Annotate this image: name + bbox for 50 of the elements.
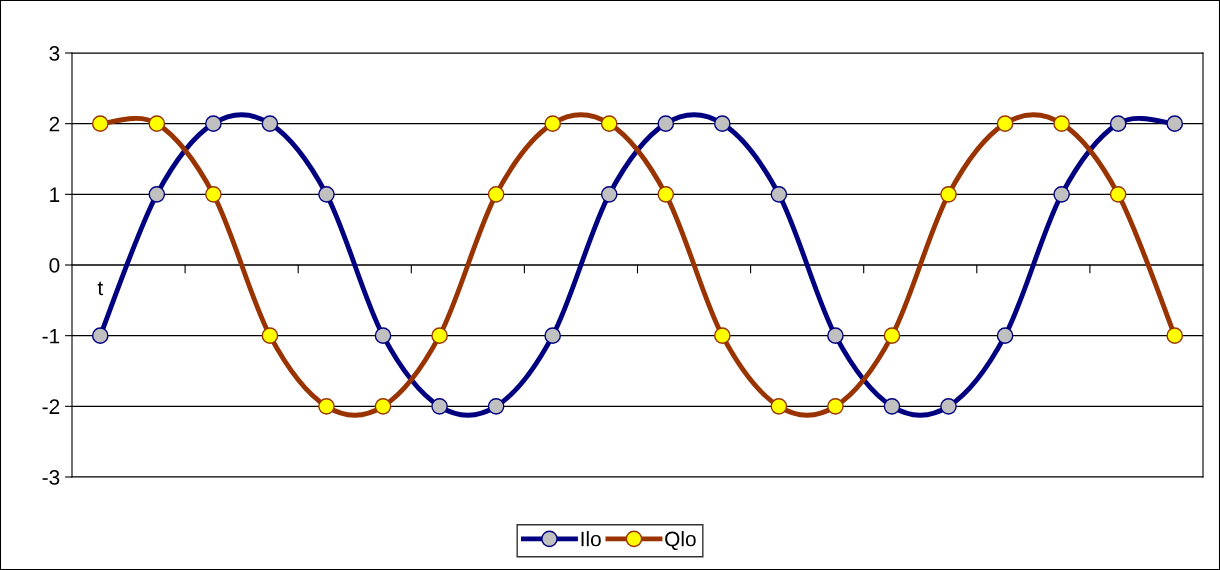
y-tick-label: 3 <box>49 46 60 61</box>
point <box>883 397 901 415</box>
point <box>544 327 562 345</box>
y-tick-label: 1 <box>50 187 60 202</box>
annotation: t <box>97 281 104 296</box>
point <box>827 327 844 345</box>
point <box>996 115 1014 133</box>
point <box>431 397 448 415</box>
point <box>487 397 505 415</box>
point <box>1053 185 1070 203</box>
point <box>261 115 279 133</box>
point <box>657 115 675 133</box>
point <box>148 115 166 133</box>
point <box>91 327 109 345</box>
y-tick-label: -2 <box>42 399 60 414</box>
point <box>91 115 109 133</box>
point <box>940 185 957 203</box>
point <box>1109 185 1127 203</box>
point <box>1166 115 1184 133</box>
y-tick-label: 0 <box>49 258 60 273</box>
point <box>770 185 788 203</box>
point <box>600 185 618 203</box>
point <box>374 397 392 415</box>
point <box>713 115 731 133</box>
point <box>883 327 901 345</box>
point <box>600 115 618 133</box>
point <box>205 185 222 203</box>
y-tick-label: 2 <box>49 116 60 132</box>
point <box>827 397 844 415</box>
point <box>940 397 957 415</box>
legend-label: Ilo <box>581 531 601 547</box>
point <box>205 115 222 133</box>
point <box>487 185 505 203</box>
legend-label: Qlo <box>665 531 696 551</box>
point <box>1053 115 1070 133</box>
point <box>261 327 279 345</box>
point <box>770 397 788 415</box>
point <box>1109 115 1127 133</box>
point <box>431 327 448 345</box>
point <box>318 185 335 203</box>
point <box>996 327 1014 345</box>
point <box>374 327 392 345</box>
point <box>318 397 335 415</box>
point <box>148 185 166 203</box>
point <box>1166 327 1184 345</box>
point <box>713 327 731 345</box>
y-tick-label: -1 <box>42 328 60 344</box>
point <box>657 185 675 203</box>
y-tick-label: -3 <box>42 470 60 485</box>
point <box>544 115 562 133</box>
